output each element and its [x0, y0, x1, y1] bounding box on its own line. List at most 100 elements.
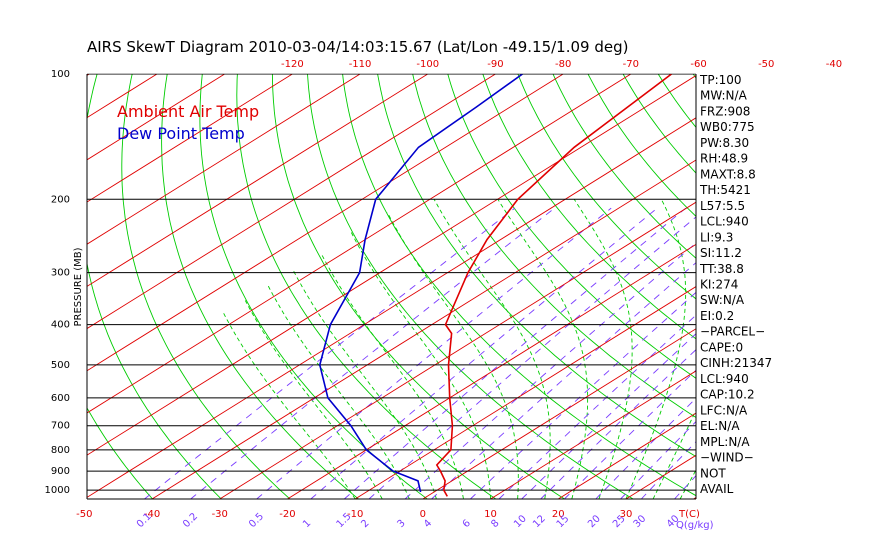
- pressure-tick-label: 200: [51, 194, 70, 205]
- pressure-tick-label: 600: [51, 393, 70, 404]
- bottom-temp-tick-label: 30: [620, 509, 633, 520]
- isotherm: [87, 74, 564, 372]
- legend-entry: Ambient Air Temp: [117, 102, 259, 121]
- isotherm: [87, 74, 293, 203]
- dry-adiabat: [307, 74, 634, 499]
- top-temp-tick-label: -50: [758, 59, 774, 70]
- bottom-temp-tick-label: 10: [484, 509, 497, 520]
- index-entry: −WIND−: [700, 451, 754, 465]
- mixing-ratio-line: [564, 369, 696, 499]
- bottom-temp-tick-label: -40: [144, 509, 160, 520]
- bottom-temp-tick-label: 20: [552, 509, 565, 520]
- mixing-ratio-line: [470, 291, 696, 499]
- moist-adiabat: [350, 231, 492, 499]
- moist-adiabat: [223, 312, 356, 499]
- index-entry: SW:N/A: [700, 293, 745, 307]
- isotherm: [422, 328, 696, 499]
- index-entry: LCL:940: [700, 215, 749, 229]
- mixing-ratio-line: [521, 333, 696, 499]
- mixing-ratio-line: [540, 349, 696, 499]
- pressure-tick-label: 800: [51, 445, 70, 456]
- moist-adiabat: [652, 408, 696, 499]
- mixing-ratio-tick-label: 20: [586, 513, 603, 530]
- mixing-ratio-line: [595, 397, 696, 499]
- mixing-ratio-tick-label: 2: [359, 518, 371, 530]
- pressure-tick-label: 500: [51, 360, 70, 371]
- mixing-ratio-tick-label: 10: [512, 513, 529, 530]
- dry-adiabat: [0, 74, 84, 499]
- dry-adiabat: [834, 74, 870, 499]
- isotherm: [219, 201, 696, 499]
- index-entry: −PARCEL−: [700, 325, 765, 339]
- mixing-ratio-line: [640, 441, 696, 499]
- isotherm: [354, 286, 696, 499]
- top-temp-tick-label: -90: [487, 59, 503, 70]
- top-temp-tick-label: -120: [281, 59, 304, 70]
- mixing-ratio-tick-label: 4: [422, 518, 434, 530]
- mixing-ratio-tick-label: 0.2: [181, 511, 200, 530]
- dry-adiabat: [236, 74, 497, 499]
- isotherm: [0, 74, 22, 499]
- dry-adiabat: [763, 74, 870, 499]
- dry-adiabat: [121, 74, 291, 499]
- index-entry: RH:48.9: [700, 152, 748, 166]
- isotherm: [87, 75, 696, 456]
- moist-adiabat: [433, 199, 551, 499]
- axes: [86, 73, 697, 500]
- index-entry: KI:274: [700, 278, 738, 292]
- mixing-ratio-tick-label: 6: [461, 518, 473, 530]
- index-entry: TT:38.8: [699, 262, 744, 276]
- dry-adiabat: [377, 74, 696, 458]
- index-entry: MAXT:8.8: [700, 167, 756, 181]
- isotherm: [87, 74, 428, 287]
- dry-adiabat: [517, 74, 696, 300]
- dry-adiabat: [342, 74, 696, 497]
- mixing-ratio-unit: Q(g/kg): [676, 520, 714, 531]
- pressure-tick-label: 400: [51, 320, 70, 331]
- ambient-temp-line: [435, 74, 672, 497]
- dry-adiabat: [447, 74, 696, 379]
- legend-entry: Dew Point Temp: [117, 124, 245, 143]
- dry-adiabat: [412, 74, 696, 419]
- mixing-ratio-line: [368, 216, 696, 499]
- bottom-temp-unit: T(C): [678, 509, 700, 520]
- moist-adiabat: [679, 469, 696, 499]
- bottom-temp-tick-label: -30: [212, 509, 228, 520]
- dry-adiabat: [728, 74, 870, 499]
- index-entry: LI:9.3: [700, 230, 733, 244]
- mixing-ratio-line: [344, 207, 687, 499]
- pressure-tick-label: 1000: [45, 485, 70, 496]
- moist-adiabat: [573, 199, 633, 499]
- dew-point-line: [318, 74, 523, 493]
- moist-adiabat: [292, 269, 437, 499]
- index-entry: MPL:N/A: [700, 435, 750, 449]
- dry-adiabat: [161, 74, 359, 499]
- mixing-ratio-tick-label: 3: [395, 518, 407, 530]
- index-entry: LCL:940: [700, 372, 749, 386]
- index-entry: EL:N/A: [700, 419, 740, 433]
- top-temp-tick-label: -70: [623, 59, 639, 70]
- index-entry: TH:5421: [699, 183, 751, 197]
- isotherm: [558, 412, 696, 499]
- pressure-tick-label: 100: [51, 69, 70, 80]
- dry-adiabat: [87, 407, 153, 499]
- isotherm: [87, 117, 696, 498]
- dry-adiabat: [622, 74, 696, 174]
- index-entry: MW:N/A: [700, 89, 748, 103]
- mixing-ratio-line: [144, 207, 516, 499]
- legend: Ambient Air Temp Dew Point Temp: [117, 102, 259, 143]
- profile-lines: [318, 74, 672, 497]
- mixing-ratio-tick-label: 8: [489, 518, 501, 530]
- bottom-temp-tick-label: -10: [347, 509, 363, 520]
- isotherm: [87, 74, 632, 414]
- mixing-ratio-tick-label: 0.5: [247, 511, 266, 530]
- dry-adiabat: [798, 74, 870, 499]
- isotherm: [87, 74, 496, 330]
- index-entry: FRZ:908: [700, 105, 750, 119]
- index-entry: NOT: [700, 466, 726, 480]
- moist-adiabat: [320, 253, 464, 499]
- moist-adiabat: [244, 300, 383, 499]
- index-entry: TP:100: [699, 73, 742, 87]
- bottom-temp-tick-label: 0: [420, 509, 426, 520]
